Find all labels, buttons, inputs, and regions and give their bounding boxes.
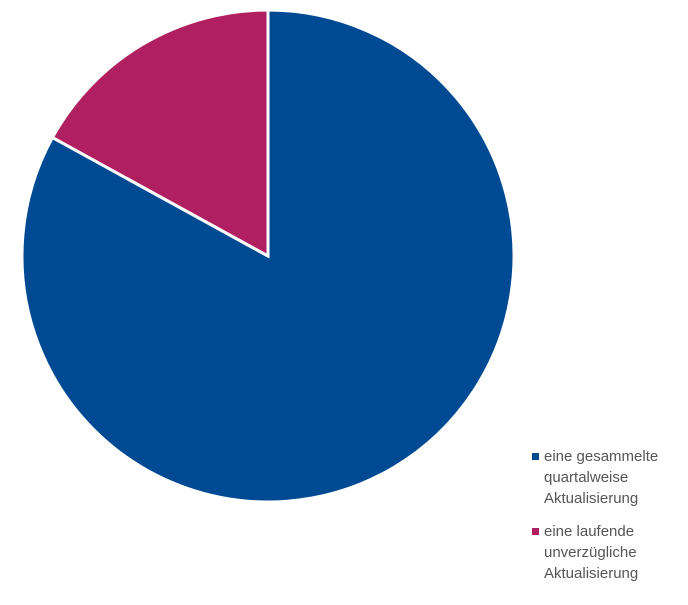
legend-item-quarterly-update: eine gesammelte quartalweise Aktualisier… — [532, 446, 682, 509]
pie-slice-immediate-update — [50, 8, 270, 259]
legend-item-immediate-update: eine laufende unverzügliche Aktualisieru… — [532, 521, 682, 584]
pie-slices — [20, 8, 516, 504]
legend-swatch-quarterly-update — [532, 453, 539, 460]
legend-swatch-immediate-update — [532, 528, 539, 535]
legend: eine gesammelte quartalweise Aktualisier… — [532, 446, 682, 596]
legend-label-quarterly-update: eine gesammelte quartalweise Aktualisier… — [544, 448, 659, 507]
legend-label-immediate-update: eine laufende unverzügliche Aktualisieru… — [544, 523, 639, 582]
